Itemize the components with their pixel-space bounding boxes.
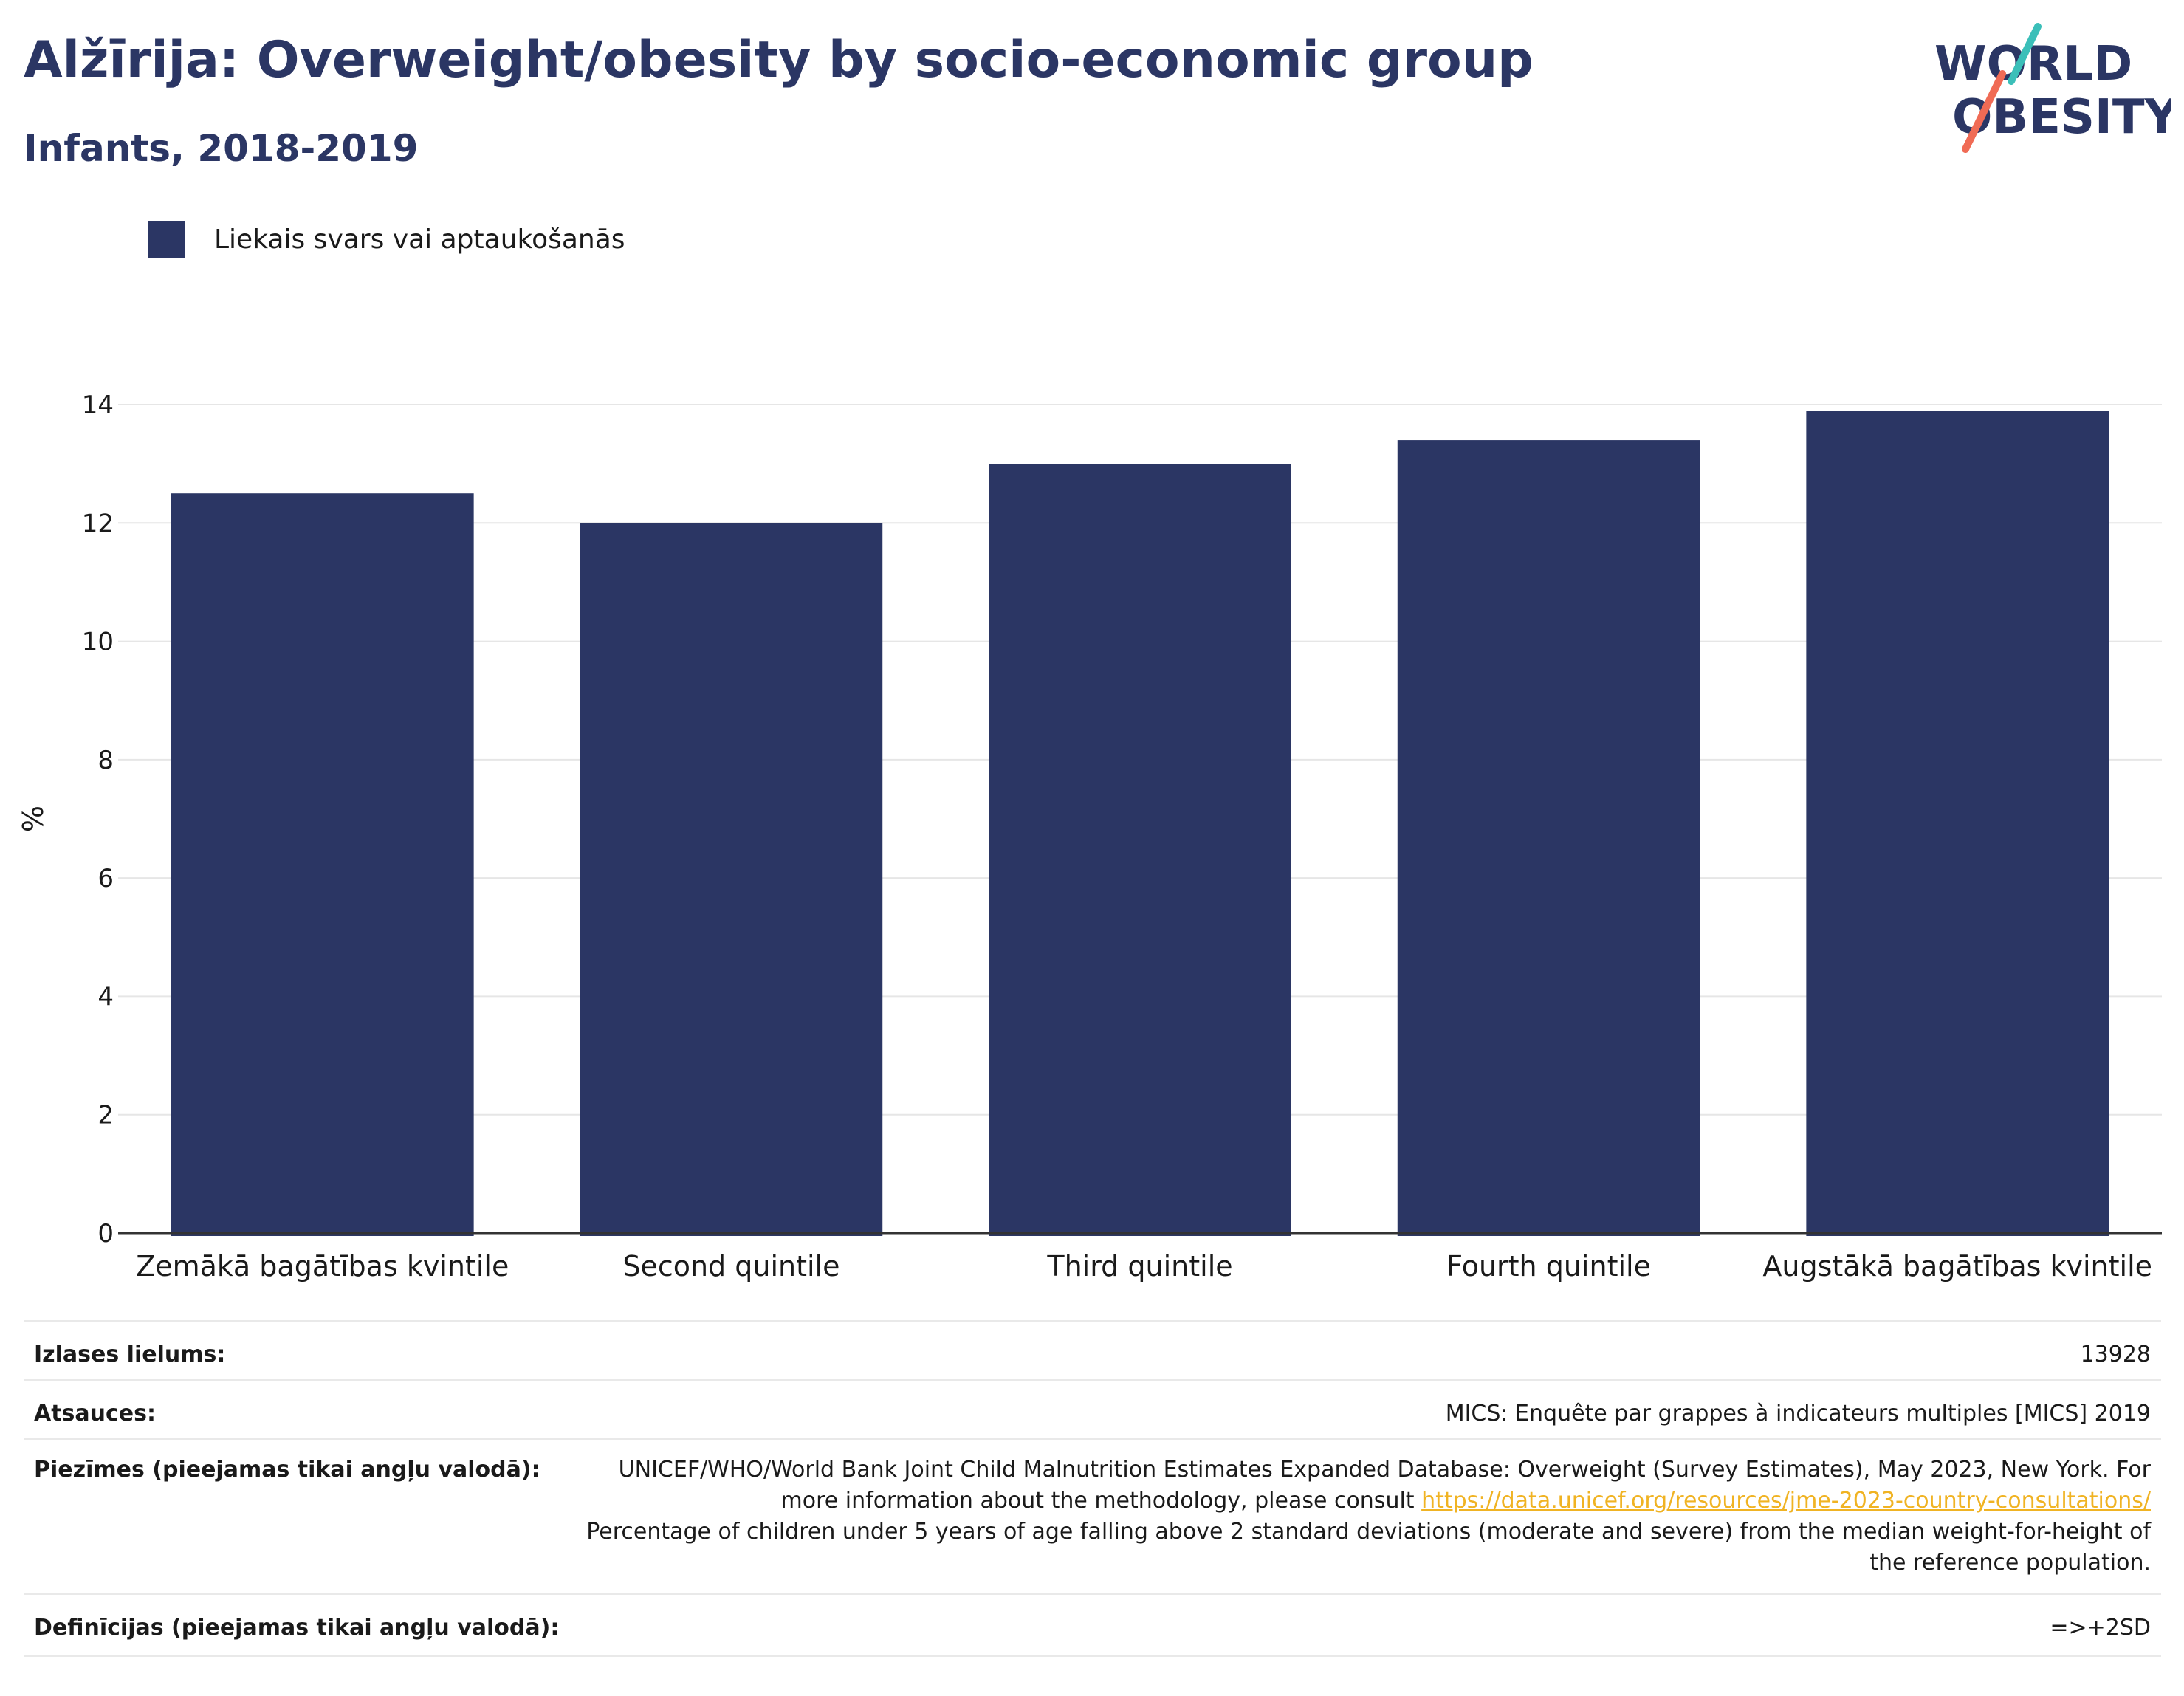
sources-label: Atsauces: <box>24 1380 570 1440</box>
notes-text-1: UNICEF/WHO/World Bank Joint Child Malnut… <box>618 1457 2151 1514</box>
bar <box>1806 411 2109 1236</box>
definitions-value: =>+2SD <box>569 1594 2161 1657</box>
y-tick-label: 4 <box>97 982 114 1012</box>
bar <box>989 464 1291 1237</box>
sample-size-row: Izlases lielums: 13928 <box>24 1320 2161 1381</box>
legend-label: Liekais svars vai aptaukošanās <box>214 224 625 255</box>
definitions-label: Definīcijas (pieejamas tikai angļu valod… <box>24 1594 570 1657</box>
x-tick-label: Fourth quintile <box>1446 1250 1651 1283</box>
notes-link[interactable]: https://data.unicef.org/resources/jme-20… <box>1421 1488 2151 1514</box>
bar <box>1397 440 1700 1236</box>
chart-title: Alžīrija: Overweight/obesity by socio-ec… <box>24 31 1534 89</box>
notes-value: UNICEF/WHO/World Bank Joint Child Malnut… <box>569 1439 2161 1595</box>
x-tick-label: Second quintile <box>622 1250 839 1283</box>
sample-size-label: Izlases lielums: <box>24 1320 570 1381</box>
y-tick-label: 2 <box>97 1101 114 1130</box>
bar-chart: 0 2 4 6 8 10 12 14% Zemākā bagātības kvintile Sec… <box>17 391 2162 1283</box>
y-tick-label: 8 <box>97 746 114 775</box>
notes-text-2: Percentage of children under 5 years of … <box>586 1519 2151 1576</box>
definitions-row: Definīcijas (pieejamas tikai angļu valod… <box>24 1594 2161 1657</box>
notes-row: Piezīmes (pieejamas tikai angļu valodā):… <box>24 1439 2161 1595</box>
metadata-table: Izlases lielums: 13928 Atsauces: MICS: E… <box>24 1320 2161 1657</box>
sources-value: MICS: Enquête par grappes à indicateurs … <box>569 1380 2161 1440</box>
chart-subtitle: Infants, 2018-2019 <box>24 127 419 170</box>
chart-legend: Liekais svars vai aptaukošanās <box>148 219 625 260</box>
y-tick-label: 10 <box>82 628 114 657</box>
logo-slash-coral <box>1962 70 2006 153</box>
y-tick-label: 14 <box>82 391 114 420</box>
y-tick-label: 12 <box>82 509 114 538</box>
x-tick-label: Zemākā bagātības kvintile <box>136 1250 509 1283</box>
sample-size-value: 13928 <box>569 1320 2161 1381</box>
x-tick-label: Third quintile <box>1046 1250 1232 1283</box>
notes-label: Piezīmes (pieejamas tikai angļu valodā): <box>24 1439 570 1595</box>
world-obesity-logo: WORLD OBESITY <box>1934 23 2171 153</box>
y-axis-title: % <box>17 806 49 832</box>
bar <box>580 523 883 1236</box>
bar <box>171 493 474 1236</box>
logo-slash-teal <box>2008 23 2042 85</box>
y-tick-label: 0 <box>97 1219 114 1249</box>
logo-line1: WORLD <box>1934 37 2132 92</box>
sources-row: Atsauces: MICS: Enquête par grappes à in… <box>24 1380 2161 1440</box>
x-tick-label: Augstākā bagātības kvintile <box>1762 1250 2152 1283</box>
y-tick-label: 6 <box>97 864 114 893</box>
legend-swatch <box>148 221 185 258</box>
